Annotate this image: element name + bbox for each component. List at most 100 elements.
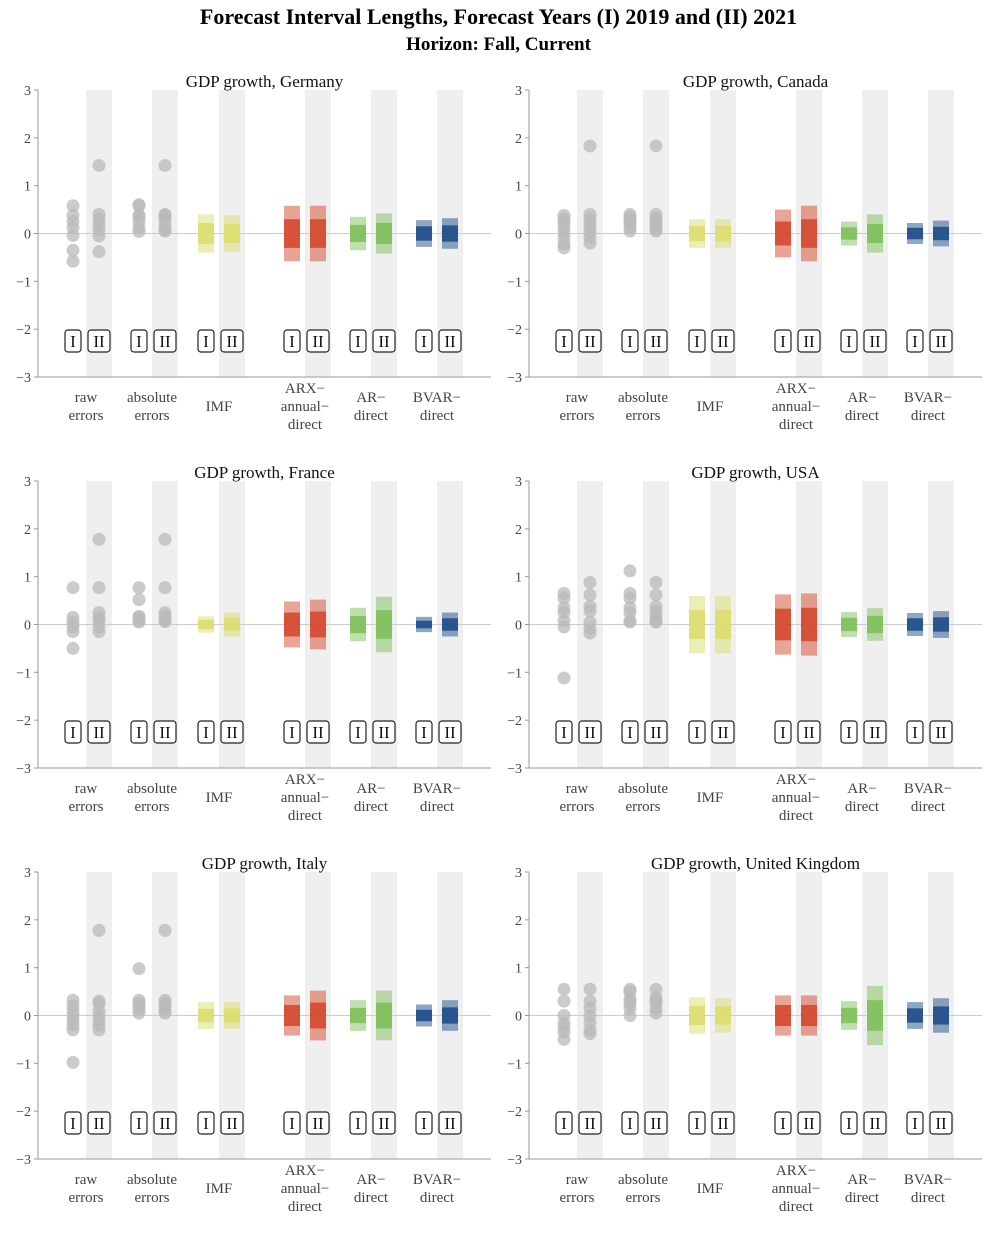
year-label-box	[64, 720, 82, 744]
category-label: annual−	[772, 1181, 820, 1197]
interval-inner-ARX-I	[284, 612, 300, 637]
year-label-box	[906, 1111, 924, 1135]
year-label: I	[136, 332, 142, 351]
category-label: IMF	[206, 790, 233, 806]
year-label: II	[226, 1114, 238, 1133]
category-label: ARX−	[776, 381, 816, 397]
chart-title: GDP growth, France	[194, 463, 335, 482]
year-label-box	[64, 1111, 82, 1135]
year-label-box	[578, 329, 602, 353]
interval-inner-IMF-I	[689, 610, 705, 639]
year-label: II	[378, 1114, 390, 1133]
raw-error-point-I	[66, 1023, 80, 1037]
abs-error-point-I	[132, 615, 146, 629]
category-label: absolute	[127, 390, 177, 406]
year-label: II	[93, 332, 105, 351]
chart-title: GDP growth, Canada	[683, 72, 829, 91]
y-tick-label: −2	[507, 1105, 522, 1120]
year-label-box	[349, 720, 367, 744]
abs-error-point-I	[132, 225, 146, 239]
abs-error-point-II	[158, 224, 172, 238]
category-label: absolute	[127, 781, 177, 797]
year-label-box	[220, 329, 244, 353]
y-tick-label: 0	[515, 228, 522, 243]
year-label-box	[306, 329, 330, 353]
raw-error-point-I	[557, 241, 571, 255]
y-tick-label: −3	[16, 371, 31, 386]
year-label: I	[561, 1114, 567, 1133]
figure-title: Forecast Interval Lengths, Forecast Year…	[199, 4, 798, 29]
year-label-box	[555, 329, 573, 353]
year-label: II	[312, 723, 324, 742]
y-tick-label: 1	[24, 962, 31, 977]
year-label: I	[780, 723, 786, 742]
raw-error-point-I	[66, 254, 80, 268]
year-label-box	[130, 329, 148, 353]
raw-error-point-I	[557, 1032, 571, 1046]
year-label-box	[220, 720, 244, 744]
y-tick-label: 0	[24, 228, 31, 243]
year-label: I	[846, 332, 852, 351]
abs-error-point-II	[649, 588, 663, 602]
year-label-box	[87, 1111, 111, 1135]
y-tick-label: 2	[515, 523, 522, 538]
year-label: I	[70, 332, 76, 351]
year-label: II	[159, 1114, 171, 1133]
year-label-box	[863, 329, 887, 353]
category-label: BVAR−	[413, 390, 461, 406]
year-label: I	[627, 332, 633, 351]
year-label-box	[840, 329, 858, 353]
year-label: I	[289, 723, 295, 742]
year-label: II	[312, 332, 324, 351]
year-label: I	[780, 332, 786, 351]
abs-error-point-I	[132, 962, 146, 976]
category-label: IMF	[206, 399, 233, 415]
year-label-box	[87, 329, 111, 353]
raw-error-point-II	[92, 1023, 106, 1037]
year-label-box	[415, 1111, 433, 1135]
category-label: direct	[779, 808, 814, 824]
raw-error-point-II	[92, 245, 106, 259]
y-tick-label: 3	[515, 84, 522, 99]
category-label: AR−	[356, 390, 385, 406]
y-tick-label: 0	[515, 619, 522, 634]
year-label: II	[650, 1114, 662, 1133]
y-tick-label: 2	[24, 523, 31, 538]
year-label-box	[87, 720, 111, 744]
year-label-box	[372, 720, 396, 744]
abs-error-point-II	[158, 159, 172, 173]
year-label-box	[863, 1111, 887, 1135]
year-label-box	[774, 1111, 792, 1135]
abs-error-point-II	[649, 139, 663, 153]
year-label: II	[869, 1114, 881, 1133]
category-label: ARX−	[776, 772, 816, 788]
interval-inner-BVAR-I	[416, 1009, 432, 1022]
year-label: II	[650, 723, 662, 742]
category-label: errors	[560, 1190, 595, 1206]
category-label: direct	[779, 417, 814, 433]
category-label: errors	[135, 408, 170, 424]
year-label-box	[306, 720, 330, 744]
year-label: I	[627, 723, 633, 742]
year-label: II	[584, 1114, 596, 1133]
interval-inner-IMF-I	[689, 225, 705, 242]
year-label-box	[197, 1111, 215, 1135]
abs-error-point-II	[649, 615, 663, 629]
y-tick-label: 1	[515, 180, 522, 195]
year-label-box	[644, 720, 668, 744]
year-label: I	[421, 332, 427, 351]
year-label-box	[797, 720, 821, 744]
interval-inner-IMF-I	[689, 1005, 705, 1026]
category-label: errors	[69, 1190, 104, 1206]
interval-inner-AR-I	[350, 1007, 366, 1024]
raw-error-point-I	[557, 982, 571, 996]
year-label-box	[644, 329, 668, 353]
year-label-box	[863, 720, 887, 744]
category-label: annual−	[281, 1181, 329, 1197]
abs-error-point-II	[158, 532, 172, 546]
chart-title: GDP growth, United Kingdom	[651, 854, 860, 873]
category-label: BVAR−	[904, 390, 952, 406]
